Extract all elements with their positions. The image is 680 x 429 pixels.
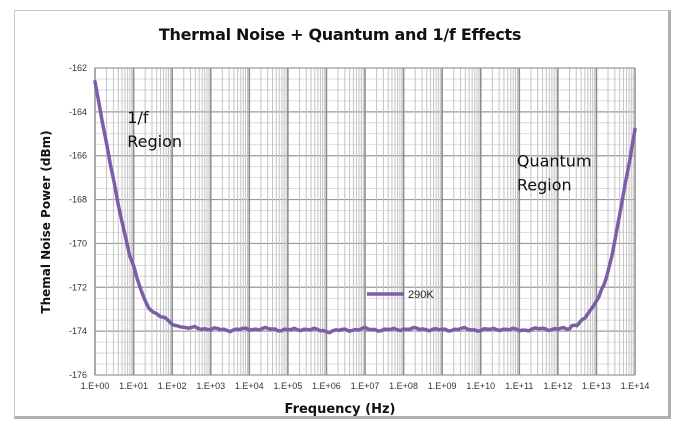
annotations: 1/f Region Quantum Region [127, 108, 591, 195]
y-ticks: -162 -164 -166 -168 -170 -172 -174 -176 [69, 63, 87, 380]
x-tick-label: 1.E+04 [235, 381, 264, 391]
x-tick-label: 1.E+03 [196, 381, 225, 391]
x-tick-label: 1.E+11 [505, 381, 533, 391]
legend: 290K [367, 289, 434, 301]
x-tick-label: 1.E+10 [466, 381, 495, 391]
chart-frame [14, 10, 671, 419]
legend-label: 290K [408, 289, 434, 301]
x-tick-label: 1.E+08 [389, 381, 418, 391]
region-annotation: 1/f [127, 108, 149, 127]
x-tick-label: 1.E+14 [621, 381, 650, 391]
x-tick-label: 1.E+13 [582, 381, 611, 391]
y-tick-label: -170 [69, 238, 87, 248]
y-tick-label: -162 [69, 63, 87, 73]
chart-title: Thermal Noise + Quantum and 1/f Effects [158, 25, 522, 44]
x-tick-label: 1.E+07 [351, 381, 380, 391]
x-tick-label: 1.E+09 [428, 381, 457, 391]
y-tick-label: -176 [69, 370, 87, 380]
plot-border [94, 67, 636, 376]
x-tick-label: 1.E+06 [312, 381, 341, 391]
x-tick-label: 1.E+01 [119, 381, 148, 391]
x-ticks: 1.E+00 1.E+01 1.E+02 1.E+03 1.E+04 1.E+05 1.E+… [81, 381, 650, 391]
y-tick-label: -172 [69, 282, 87, 292]
x-axis-label: Frequency (Hz) [284, 402, 396, 417]
grid [94, 67, 636, 376]
y-tick-label: -168 [69, 195, 87, 205]
x-tick-label: 1.E+05 [273, 381, 302, 391]
series-group [93, 79, 637, 335]
y-tick-label: -174 [69, 326, 87, 336]
x-tick-label: 1.E+12 [543, 381, 572, 391]
region-annotation: Quantum [517, 152, 592, 171]
x-tick-label: 1.E+02 [158, 381, 187, 391]
region-annotation: Region [517, 176, 572, 195]
series-line-290K [93, 79, 637, 335]
y-tick-label: -164 [69, 107, 87, 117]
y-tick-label: -166 [69, 151, 87, 161]
x-tick-label: 1.E+00 [81, 381, 110, 391]
region-annotation: Region [127, 132, 182, 151]
